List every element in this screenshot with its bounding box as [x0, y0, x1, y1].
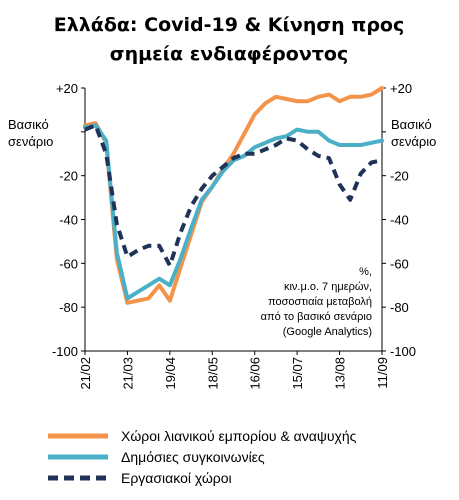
- y-tick-label-right: -20: [390, 169, 409, 184]
- y-tick-label-left: -20: [59, 169, 78, 184]
- series-lines: [83, 86, 384, 305]
- legend-label-2: Δημόσιες συγκοινωνίες: [121, 449, 265, 465]
- y-tick-label-left: -80: [59, 300, 78, 315]
- y-tick-label-right: -40: [390, 213, 409, 228]
- y-tick-label-left: -40: [59, 213, 78, 228]
- annotation-line-1: %,: [359, 266, 372, 278]
- x-tick-label: 18/05: [205, 357, 220, 390]
- y-tick-label-right: -80: [390, 300, 409, 315]
- baseline-label-right-line-1: Βασικό: [391, 117, 432, 132]
- legend-label-3: Εργασιακοί χώροι: [121, 470, 232, 486]
- chart-title-line-2: σημεία ενδιαφέροντος: [110, 43, 348, 65]
- axes: +20 +20-20 -20-40 -40-60 -60-80 -80-100 -10021…: [52, 81, 416, 390]
- annotation-line-3: ποσοστιαία μεταβολή: [268, 296, 372, 308]
- y-tick-label-left: +20: [56, 81, 78, 96]
- annotation-line-2: κιν.μ.ο. 7 ημερών,: [284, 281, 372, 293]
- annotation-line-5: (Google Analytics): [283, 326, 372, 338]
- x-tick-label: 21/03: [120, 357, 135, 390]
- series-line-3: [84, 123, 383, 268]
- baseline-label-left-line-1: Βασικό: [8, 117, 49, 132]
- y-tick-label-left: -60: [59, 256, 78, 271]
- legend-label-1: Χώροι λιανικού εμπορίου & αναψυχής: [121, 428, 357, 444]
- y-tick-label-left: -100: [52, 344, 78, 359]
- chart-title-line-1: Ελλάδα: Covid-19 & Κίνηση προς: [54, 14, 405, 36]
- y-tick-label-right: -60: [390, 256, 409, 271]
- x-tick-label: 15/07: [290, 357, 305, 390]
- y-tick-label-right: -100: [390, 344, 416, 359]
- baseline-label-left-line-2: σενάριο: [8, 134, 53, 149]
- baseline-label-right-line-2: σενάριο: [391, 134, 436, 149]
- x-tick-label: 11/09: [375, 357, 390, 389]
- x-tick-label: 19/04: [163, 357, 178, 390]
- x-tick-label: 13/08: [333, 357, 348, 390]
- legend: Χώροι λιανικού εμπορίου & αναψυχής Δημόσι…: [48, 428, 357, 486]
- series-line-1: [83, 86, 384, 305]
- annotation-line-4: από το βασικό σενάριο: [261, 311, 372, 323]
- x-tick-label: 16/06: [248, 357, 263, 390]
- y-tick-label-right: +20: [390, 81, 412, 96]
- x-tick-label: 21/02: [78, 357, 93, 390]
